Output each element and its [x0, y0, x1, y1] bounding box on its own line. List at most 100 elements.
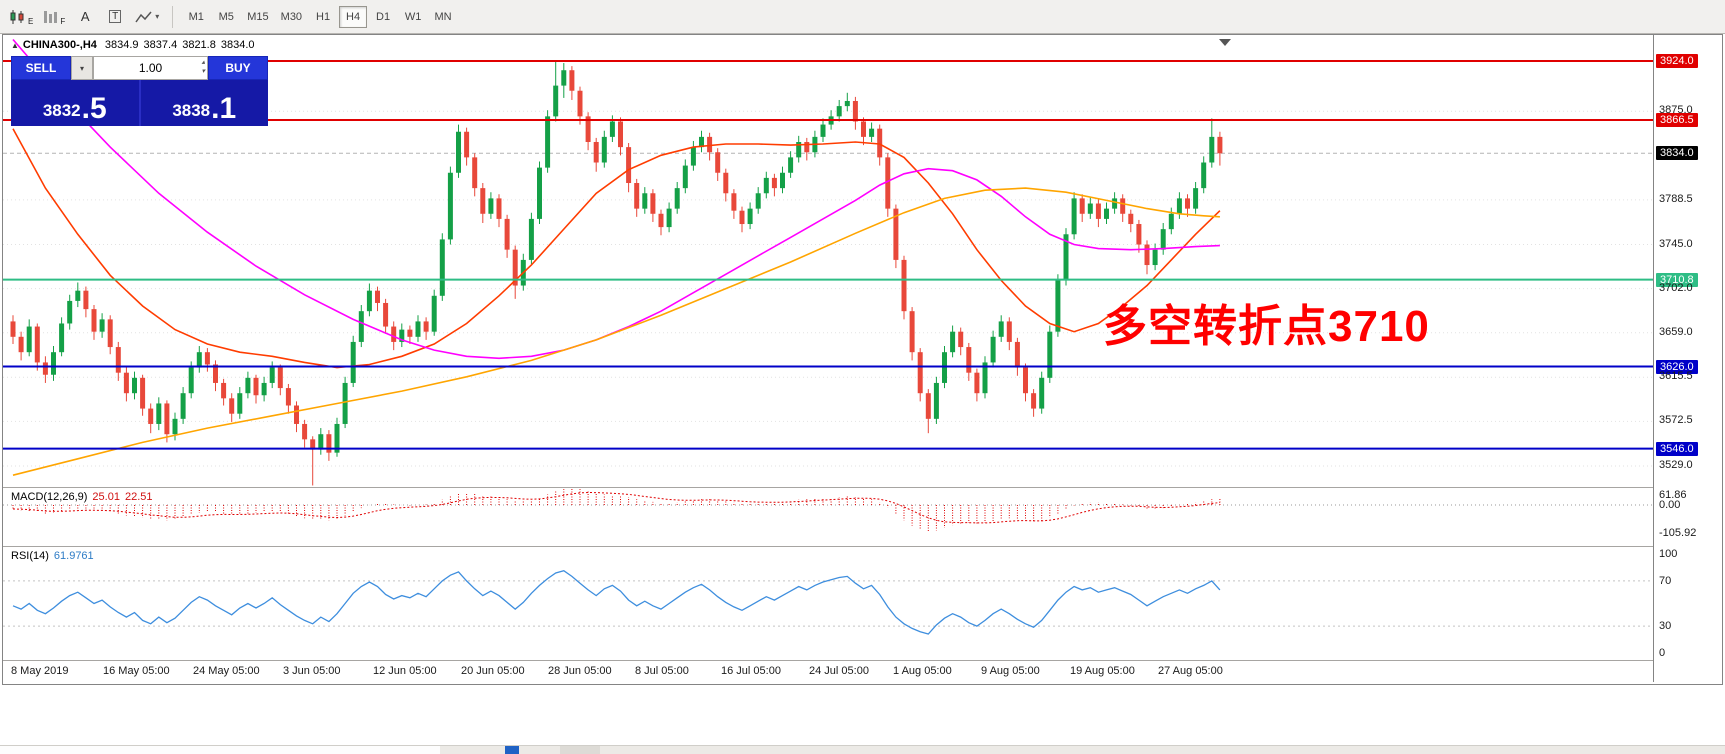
- price-axis-label: 3924.0: [1656, 54, 1698, 68]
- volume-input[interactable]: 1.00 ▴ ▾: [93, 56, 208, 80]
- chart-symbol-header: ▲ CHINA300-,H4 3834.9 3837.4 3821.8 3834.0: [11, 39, 260, 51]
- rsi-value: 61.9761: [53, 550, 94, 562]
- macd-scale-label: -105.92: [1659, 526, 1697, 539]
- volume-dropdown-button[interactable]: ▾: [71, 56, 93, 80]
- subscript-e-label: E: [28, 17, 34, 26]
- time-axis-label: 27 Aug 05:00: [1158, 665, 1223, 677]
- template-tool-button[interactable]: T: [101, 4, 129, 30]
- panel-separator[interactable]: [3, 487, 1720, 488]
- grid-icon: [44, 10, 58, 23]
- price-axis-label: 3702.0: [1659, 281, 1693, 294]
- panel-separator: [3, 660, 1720, 661]
- text-t-icon: T: [109, 10, 122, 23]
- time-axis-label: 24 Jul 05:00: [809, 665, 869, 677]
- candlestick-icon: [10, 9, 24, 24]
- one-click-trading-panel: SELL ▾ 1.00 ▴ ▾ BUY 3832 .5 3838 .1: [11, 56, 268, 126]
- price-axis-label: 3745.0: [1659, 237, 1693, 250]
- price-axis-label: 3529.0: [1659, 458, 1693, 471]
- taskbar-strip[interactable]: [0, 745, 1725, 754]
- spinner-down-icon: ▾: [201, 68, 205, 75]
- macd-scale-label: 0.00: [1659, 499, 1681, 511]
- symbol-label: CHINA300-,H4: [22, 39, 97, 51]
- timeframe-m30[interactable]: M30: [276, 6, 307, 28]
- taskbar-app-icon[interactable]: [505, 746, 519, 754]
- rsi-scale-label: 30: [1659, 620, 1672, 633]
- chart-window: ▲ CHINA300-,H4 3834.9 3837.4 3821.8 3834.0 SE…: [2, 34, 1723, 685]
- price-axis-label: 3710.8: [1656, 272, 1698, 287]
- price-divider: [138, 80, 141, 126]
- ohlc-low: 3821.8: [182, 39, 216, 51]
- time-axis-label: 12 Jun 05:00: [373, 665, 437, 677]
- toolbar-separator: [172, 5, 174, 28]
- timeframe-w1[interactable]: W1: [399, 6, 427, 28]
- subscript-f-label: F: [60, 17, 66, 26]
- buy-price-frac: .1: [211, 91, 237, 125]
- main-chart[interactable]: [3, 35, 1653, 487]
- time-axis-label: 9 Aug 05:00: [981, 665, 1040, 677]
- trendline-icon: [135, 11, 152, 22]
- toolbar: E F A T ▾ M1 M5 M15 M30 H1 H4 D1 W1 MN: [0, 0, 1725, 34]
- rsi-panel[interactable]: [3, 547, 1653, 660]
- taskbar-segment: [0, 746, 440, 754]
- time-axis-label: 19 Aug 05:00: [1070, 665, 1135, 677]
- sell-price-frac: .5: [81, 91, 107, 125]
- time-axis-label: 20 Jun 05:00: [461, 665, 525, 677]
- text-tool-button[interactable]: A: [71, 4, 99, 30]
- indicator-windows-button[interactable]: F: [39, 4, 69, 30]
- price-axis-label: 3659.0: [1659, 325, 1693, 338]
- price-axis[interactable]: 3924.0 3875.0 3866.5 3834.0 3788.5 3745.0 3710…: [1653, 35, 1721, 682]
- timeframe-m15[interactable]: M15: [242, 6, 273, 28]
- line-studies-button[interactable]: ▾: [131, 4, 163, 30]
- buy-price-main: 3838: [172, 101, 211, 121]
- rsi-scale-label: 100: [1659, 548, 1678, 560]
- time-axis-label: 16 Jul 05:00: [721, 665, 781, 677]
- macd-signal-value: 22.51: [124, 491, 153, 503]
- rsi-scale-label: 0: [1659, 647, 1666, 659]
- macd-name: MACD(12,26,9): [11, 491, 88, 503]
- text-a-icon: A: [80, 9, 90, 24]
- price-axis-label: 3788.5: [1659, 192, 1693, 205]
- price-axis-label: 3615.5: [1659, 370, 1693, 383]
- price-axis-label: 3834.0: [1656, 146, 1698, 161]
- sell-price-main: 3832: [42, 101, 81, 121]
- ohlc-close: 3834.0: [220, 39, 255, 51]
- timeframe-h1[interactable]: H1: [309, 6, 337, 28]
- volume-spinner[interactable]: ▴ ▾: [201, 58, 205, 76]
- time-axis-label: 8 Jul 05:00: [635, 665, 689, 677]
- macd-scale-label: 61.86: [1659, 489, 1687, 501]
- price-axis-label: 3572.5: [1659, 414, 1693, 427]
- buy-price-display[interactable]: 3838 .1: [141, 80, 269, 126]
- sell-button[interactable]: SELL: [11, 56, 71, 80]
- ohlc-high: 3837.4: [143, 39, 178, 51]
- buy-button[interactable]: BUY: [208, 56, 268, 80]
- macd-panel[interactable]: [3, 488, 1653, 546]
- time-axis[interactable]: 8 May 2019 16 May 05:00 24 May 05:00 3 Jun …: [3, 661, 1653, 682]
- chart-annotation: 多空转折点3710: [1103, 302, 1430, 351]
- sell-price-display[interactable]: 3832 .5: [11, 80, 139, 126]
- timeframe-m5[interactable]: M5: [212, 6, 240, 28]
- chevron-down-icon: ▾: [79, 63, 84, 73]
- rsi-label: RSI(14) 61.9761: [11, 550, 94, 562]
- time-axis-label: 28 Jun 05:00: [548, 665, 612, 677]
- ohlc-open: 3834.9: [104, 39, 139, 51]
- chevron-down-icon: ▾: [155, 12, 160, 21]
- timeframe-d1[interactable]: D1: [369, 6, 397, 28]
- price-axis-label: 3626.0: [1656, 359, 1698, 374]
- time-axis-label: 24 May 05:00: [193, 665, 260, 677]
- collapse-icon[interactable]: ▲: [11, 41, 19, 50]
- time-axis-label: 8 May 2019: [11, 665, 69, 677]
- time-axis-label: 1 Aug 05:00: [893, 665, 952, 677]
- panel-separator[interactable]: [3, 546, 1720, 547]
- macd-label: MACD(12,26,9) 25.01 22.51: [11, 491, 152, 503]
- rsi-scale-label: 70: [1659, 574, 1672, 587]
- macd-value: 25.01: [92, 491, 120, 503]
- timeframe-h4[interactable]: H4: [339, 5, 368, 28]
- price-axis-label: 3546.0: [1656, 441, 1698, 456]
- price-axis-label: 3866.5: [1656, 112, 1698, 127]
- time-axis-label: 3 Jun 05:00: [283, 665, 341, 677]
- timeframe-m1[interactable]: M1: [182, 6, 210, 28]
- timeframe-mn[interactable]: MN: [429, 6, 457, 28]
- chart-type-button[interactable]: E: [5, 4, 37, 30]
- rsi-name: RSI(14): [11, 550, 49, 562]
- time-axis-label: 16 May 05:00: [103, 665, 170, 677]
